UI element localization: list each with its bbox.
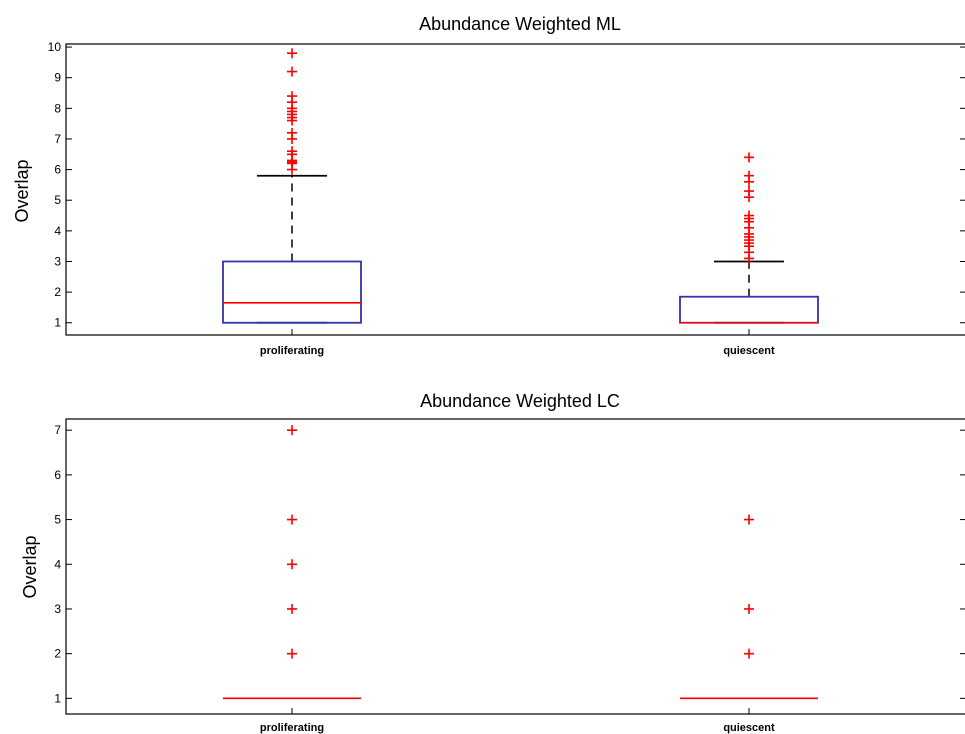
box-proliferating <box>223 425 361 700</box>
y-axis-ticks: 1 2 3 4 5 6 7 8 9 10 <box>48 40 965 330</box>
outlier-point <box>287 91 297 102</box>
x-axis-categories: proliferating quiescent <box>260 329 775 357</box>
y-axis-label: Overlap <box>20 535 40 598</box>
iqr-box <box>222 260 362 324</box>
y-tick-label: 3 <box>54 254 61 268</box>
chart-panel-lc: Abundance Weighted LC Overlap 1 2 3 4 5 6 7 pr… <box>20 391 965 734</box>
box-quiescent <box>680 514 818 700</box>
chart-panel-ml: Abundance Weighted ML Overlap 1234567891… <box>12 14 965 357</box>
iqr-box <box>679 295 819 324</box>
x-axis-categories: proliferating quiescent <box>260 708 775 734</box>
outlier-point <box>287 603 297 614</box>
y-tick-label: 7 <box>54 423 61 437</box>
outlier-point <box>287 66 297 77</box>
x-category-label: quiescent <box>723 345 775 357</box>
plot-area <box>65 43 965 336</box>
y-tick-label: 2 <box>54 285 61 299</box>
outlier-point <box>287 48 297 59</box>
plot-area <box>65 418 965 715</box>
box-group <box>222 48 819 324</box>
box-group <box>223 425 818 700</box>
outlier-point <box>744 210 754 221</box>
x-category-label: proliferating <box>260 345 324 357</box>
y-tick-label: 10 <box>48 40 62 54</box>
outlier-point <box>287 648 297 659</box>
y-axis-label: Overlap <box>12 159 32 222</box>
y-tick-label: 5 <box>54 513 61 527</box>
outlier-point <box>287 559 297 570</box>
chart-title: Abundance Weighted ML <box>419 14 621 34</box>
outlier-point <box>744 186 754 197</box>
outlier-point <box>744 152 754 163</box>
y-tick-label: 3 <box>54 602 61 616</box>
y-tick-label: 1 <box>54 691 61 705</box>
y-axis-ticks: 1 2 3 4 5 6 7 <box>54 423 965 705</box>
outlier-point <box>287 146 297 157</box>
outlier-point <box>744 648 754 659</box>
x-category-label: quiescent <box>723 722 775 734</box>
y-tick-label: 6 <box>54 468 61 482</box>
y-tick-label: 4 <box>54 557 61 571</box>
y-tick-label: 7 <box>54 132 61 146</box>
chart-title: Abundance Weighted LC <box>420 391 620 411</box>
y-tick-label: 5 <box>54 193 61 207</box>
outlier-point <box>287 425 297 436</box>
box-quiescent <box>679 152 819 324</box>
outlier-point <box>287 514 297 525</box>
y-tick-label: 9 <box>54 71 61 85</box>
outlier-point <box>744 514 754 525</box>
y-tick-label: 4 <box>54 224 61 238</box>
y-tick-label: 8 <box>54 101 61 115</box>
box-proliferating <box>222 48 362 324</box>
y-tick-label: 2 <box>54 647 61 661</box>
outlier-point <box>287 127 297 138</box>
outlier-point <box>744 603 754 614</box>
x-category-label: proliferating <box>260 722 324 734</box>
y-tick-label: 1 <box>54 316 61 330</box>
y-tick-label: 6 <box>54 163 61 177</box>
outlier-point <box>744 170 754 181</box>
